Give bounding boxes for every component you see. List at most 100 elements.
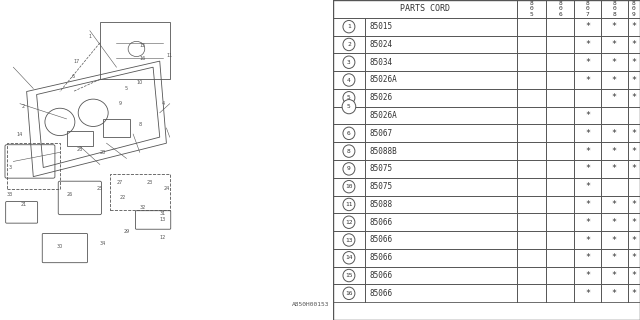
Text: 12: 12 — [345, 220, 353, 225]
Text: 11: 11 — [345, 202, 353, 207]
Text: 1: 1 — [347, 24, 351, 29]
Text: 85088: 85088 — [370, 200, 393, 209]
Text: 17: 17 — [74, 59, 79, 64]
Text: *: * — [631, 58, 636, 67]
Bar — [103, 119, 130, 137]
Circle shape — [342, 100, 356, 114]
Text: *: * — [612, 76, 617, 84]
Text: 85066: 85066 — [370, 271, 393, 280]
Text: 10: 10 — [137, 80, 143, 85]
Text: *: * — [612, 164, 617, 173]
Bar — [110, 173, 170, 210]
Text: *: * — [612, 147, 617, 156]
Text: *: * — [585, 271, 590, 280]
Text: *: * — [612, 271, 617, 280]
Text: 29: 29 — [124, 229, 129, 234]
Text: 85075: 85075 — [370, 182, 393, 191]
Text: *: * — [585, 218, 590, 227]
Text: 85034: 85034 — [370, 58, 393, 67]
Text: *: * — [631, 253, 636, 262]
Text: 24: 24 — [163, 186, 170, 191]
Text: 85066: 85066 — [370, 253, 393, 262]
Text: 23: 23 — [147, 180, 153, 185]
Text: *: * — [631, 271, 636, 280]
Text: 5: 5 — [125, 86, 128, 91]
Text: *: * — [612, 253, 617, 262]
Text: *: * — [585, 164, 590, 173]
Text: *: * — [585, 111, 590, 120]
Text: *: * — [585, 40, 590, 49]
Text: 34: 34 — [100, 241, 106, 246]
Text: 10: 10 — [345, 184, 353, 189]
Text: 5: 5 — [347, 95, 351, 100]
Text: 3: 3 — [347, 60, 351, 65]
Text: *: * — [612, 236, 617, 244]
Text: 32: 32 — [140, 204, 146, 210]
Text: *: * — [631, 218, 636, 227]
Text: 6: 6 — [72, 74, 75, 79]
Text: *: * — [631, 40, 636, 49]
Text: 3: 3 — [8, 165, 12, 170]
Bar — [67, 131, 93, 146]
Text: *: * — [612, 40, 617, 49]
Text: 27: 27 — [116, 180, 123, 185]
Text: *: * — [631, 236, 636, 244]
Text: 8
0
8: 8 0 8 — [612, 1, 616, 17]
Text: 85066: 85066 — [370, 289, 393, 298]
Text: 85066: 85066 — [370, 218, 393, 227]
Text: 14: 14 — [345, 255, 353, 260]
Text: 85066: 85066 — [370, 236, 393, 244]
Text: 85088B: 85088B — [370, 147, 397, 156]
Text: 15: 15 — [140, 44, 146, 48]
Text: *: * — [585, 129, 590, 138]
Text: 85026A: 85026A — [370, 76, 397, 84]
Text: 16: 16 — [140, 56, 146, 60]
Text: 85024: 85024 — [370, 40, 393, 49]
Text: 6: 6 — [347, 131, 351, 136]
Text: *: * — [631, 289, 636, 298]
Text: *: * — [631, 93, 636, 102]
Text: 85067: 85067 — [370, 129, 393, 138]
Text: *: * — [631, 200, 636, 209]
Text: 11: 11 — [166, 52, 173, 58]
Text: *: * — [585, 58, 590, 67]
Text: 20: 20 — [100, 150, 106, 155]
Text: 4: 4 — [161, 101, 164, 106]
Text: 5: 5 — [347, 104, 351, 109]
Text: 8
0
9: 8 0 9 — [632, 1, 636, 17]
Text: *: * — [585, 182, 590, 191]
Text: 1: 1 — [88, 34, 92, 39]
Text: 8
0
6: 8 0 6 — [558, 1, 562, 17]
Text: 13: 13 — [160, 217, 166, 222]
Text: *: * — [585, 253, 590, 262]
Text: 14: 14 — [17, 132, 23, 137]
Bar — [6, 143, 60, 189]
Text: 4: 4 — [347, 77, 351, 83]
Text: 85015: 85015 — [370, 22, 393, 31]
Text: 8
0
7: 8 0 7 — [586, 1, 589, 17]
Text: 30: 30 — [57, 244, 63, 249]
Text: *: * — [585, 147, 590, 156]
Text: *: * — [612, 218, 617, 227]
Text: *: * — [585, 289, 590, 298]
Text: 85075: 85075 — [370, 164, 393, 173]
Text: *: * — [631, 22, 636, 31]
Text: A850H00153: A850H00153 — [292, 302, 330, 307]
Text: 13: 13 — [345, 237, 353, 243]
Text: 85026A: 85026A — [370, 111, 397, 120]
Text: *: * — [585, 200, 590, 209]
Text: 15: 15 — [345, 273, 353, 278]
Text: *: * — [631, 164, 636, 173]
Text: 8
0
5: 8 0 5 — [530, 1, 534, 17]
Text: 28: 28 — [77, 147, 83, 152]
Text: 85026: 85026 — [370, 93, 393, 102]
Text: *: * — [612, 129, 617, 138]
Text: *: * — [612, 22, 617, 31]
Text: *: * — [585, 236, 590, 244]
Text: *: * — [631, 76, 636, 84]
Text: *: * — [585, 76, 590, 84]
Text: *: * — [612, 58, 617, 67]
Text: *: * — [585, 22, 590, 31]
Text: 8: 8 — [347, 148, 351, 154]
Text: *: * — [612, 93, 617, 102]
